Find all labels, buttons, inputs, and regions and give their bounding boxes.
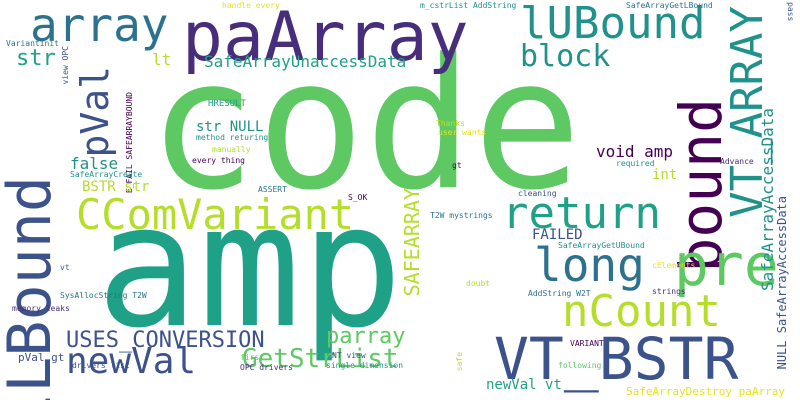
word-FAILED: FAILED: [532, 227, 583, 243]
word-amp: amp: [96, 168, 404, 366]
word-AddString_W2T: AddString W2T: [528, 289, 591, 298]
word-following: following: [558, 361, 602, 370]
word-T2W_mystrings: T2W mystrings: [430, 211, 493, 220]
word-newVal_vt: newVal vt: [486, 377, 562, 393]
word-pVal: pVal: [73, 66, 117, 158]
word-BSTR_str: BSTR str: [82, 179, 150, 195]
word-view_OPC: view OPC: [61, 46, 70, 85]
word-Advance: Advance: [720, 157, 754, 166]
word-lt: lt: [152, 50, 172, 69]
word-pre: pre: [674, 231, 779, 299]
word-m_cstrList_AddString: m_cstrList AddString: [420, 1, 517, 10]
word-newVal: newVal: [66, 341, 197, 382]
word-false: false: [70, 154, 119, 173]
word-memory_leaks: memory leaks: [12, 304, 70, 313]
word-parray: parray: [326, 324, 406, 349]
word-single_dimension: single dimension: [326, 361, 404, 370]
word-lLBound: lLBound: [0, 176, 65, 400]
word-SafeArrayUnaccessData: SafeArrayUnaccessData: [204, 52, 407, 71]
word-long: long: [534, 238, 645, 292]
word-lUBound: lUBound: [520, 0, 706, 49]
word-int: int: [652, 167, 678, 183]
word-str-left: str: [16, 46, 56, 71]
word-OPC_drivers: OPC drivers: [240, 363, 293, 372]
word-SafeArrayDestroy_paArray: SafeArrayDestroy paArray: [626, 385, 785, 398]
word-VariantInit: VariantInit: [6, 39, 59, 48]
word-gt: gt: [452, 161, 462, 170]
word-cElements: cElements: [652, 261, 696, 270]
word-CComVariant: CComVariant: [76, 190, 355, 239]
word-user_wants: user wants: [438, 128, 487, 137]
word-required: required: [616, 159, 655, 168]
word-VARIANT: VARIANT: [570, 339, 604, 348]
word-paArray: paArray: [182, 0, 469, 77]
word-HRESULT: HRESULT: [208, 99, 246, 109]
word-SafeArrayAccessData: SafeArrayAccessData: [758, 108, 777, 292]
word-method_returing: method returing: [196, 133, 269, 142]
word-pVal_gt: pVal gt: [18, 351, 65, 364]
word-safe: safe: [455, 352, 464, 372]
word-code: code: [148, 21, 582, 230]
word-SafeArrayGetLBound: SafeArrayGetLBound: [626, 1, 713, 10]
word-S_OK: S_OK: [348, 193, 368, 202]
word-return: return: [502, 188, 661, 239]
word-SafeArrayCreate: SafeArrayCreate: [70, 170, 143, 179]
word-drivers_list: drivers list: [72, 361, 130, 370]
word-vt: vt: [60, 263, 70, 272]
word-manually: manually: [212, 145, 251, 154]
word-Thanks: Thanks: [436, 119, 465, 128]
word-VT_BSTR: VT_BSTR: [494, 325, 739, 393]
word-SysAllocString_T2W: SysAllocString T2W: [60, 291, 147, 300]
word-nCount: nCount: [562, 286, 721, 337]
word-every_thing: every thing: [192, 156, 245, 165]
word-str_NULL: str NULL: [196, 119, 264, 135]
word-SAFEARRAY: SAFEARRAY: [400, 188, 424, 297]
word-first: first: [240, 353, 265, 362]
word-block: block: [520, 39, 611, 74]
word-doubt: doubt: [466, 279, 491, 288]
word-strings: strings: [652, 287, 686, 296]
word-NT_view: NT view: [332, 351, 366, 360]
word-void_amp: void amp: [596, 142, 674, 161]
word-handle_every: handle every: [222, 1, 280, 10]
word-GetStrList: GetStrList: [242, 344, 399, 374]
word-array: array: [30, 0, 169, 52]
word-SafeArrayGetUBound: SafeArrayGetUBound: [558, 241, 645, 250]
word-ASSERT: ASSERT: [258, 185, 287, 194]
word-USES_CONVERSION: USES_CONVERSION: [66, 328, 265, 353]
word-cleaning: cleaning: [518, 189, 557, 198]
word-pass: pass: [786, 2, 795, 22]
word-NULL_SafeArrayAccessData: NULL SafeArrayAccessData: [775, 196, 789, 370]
